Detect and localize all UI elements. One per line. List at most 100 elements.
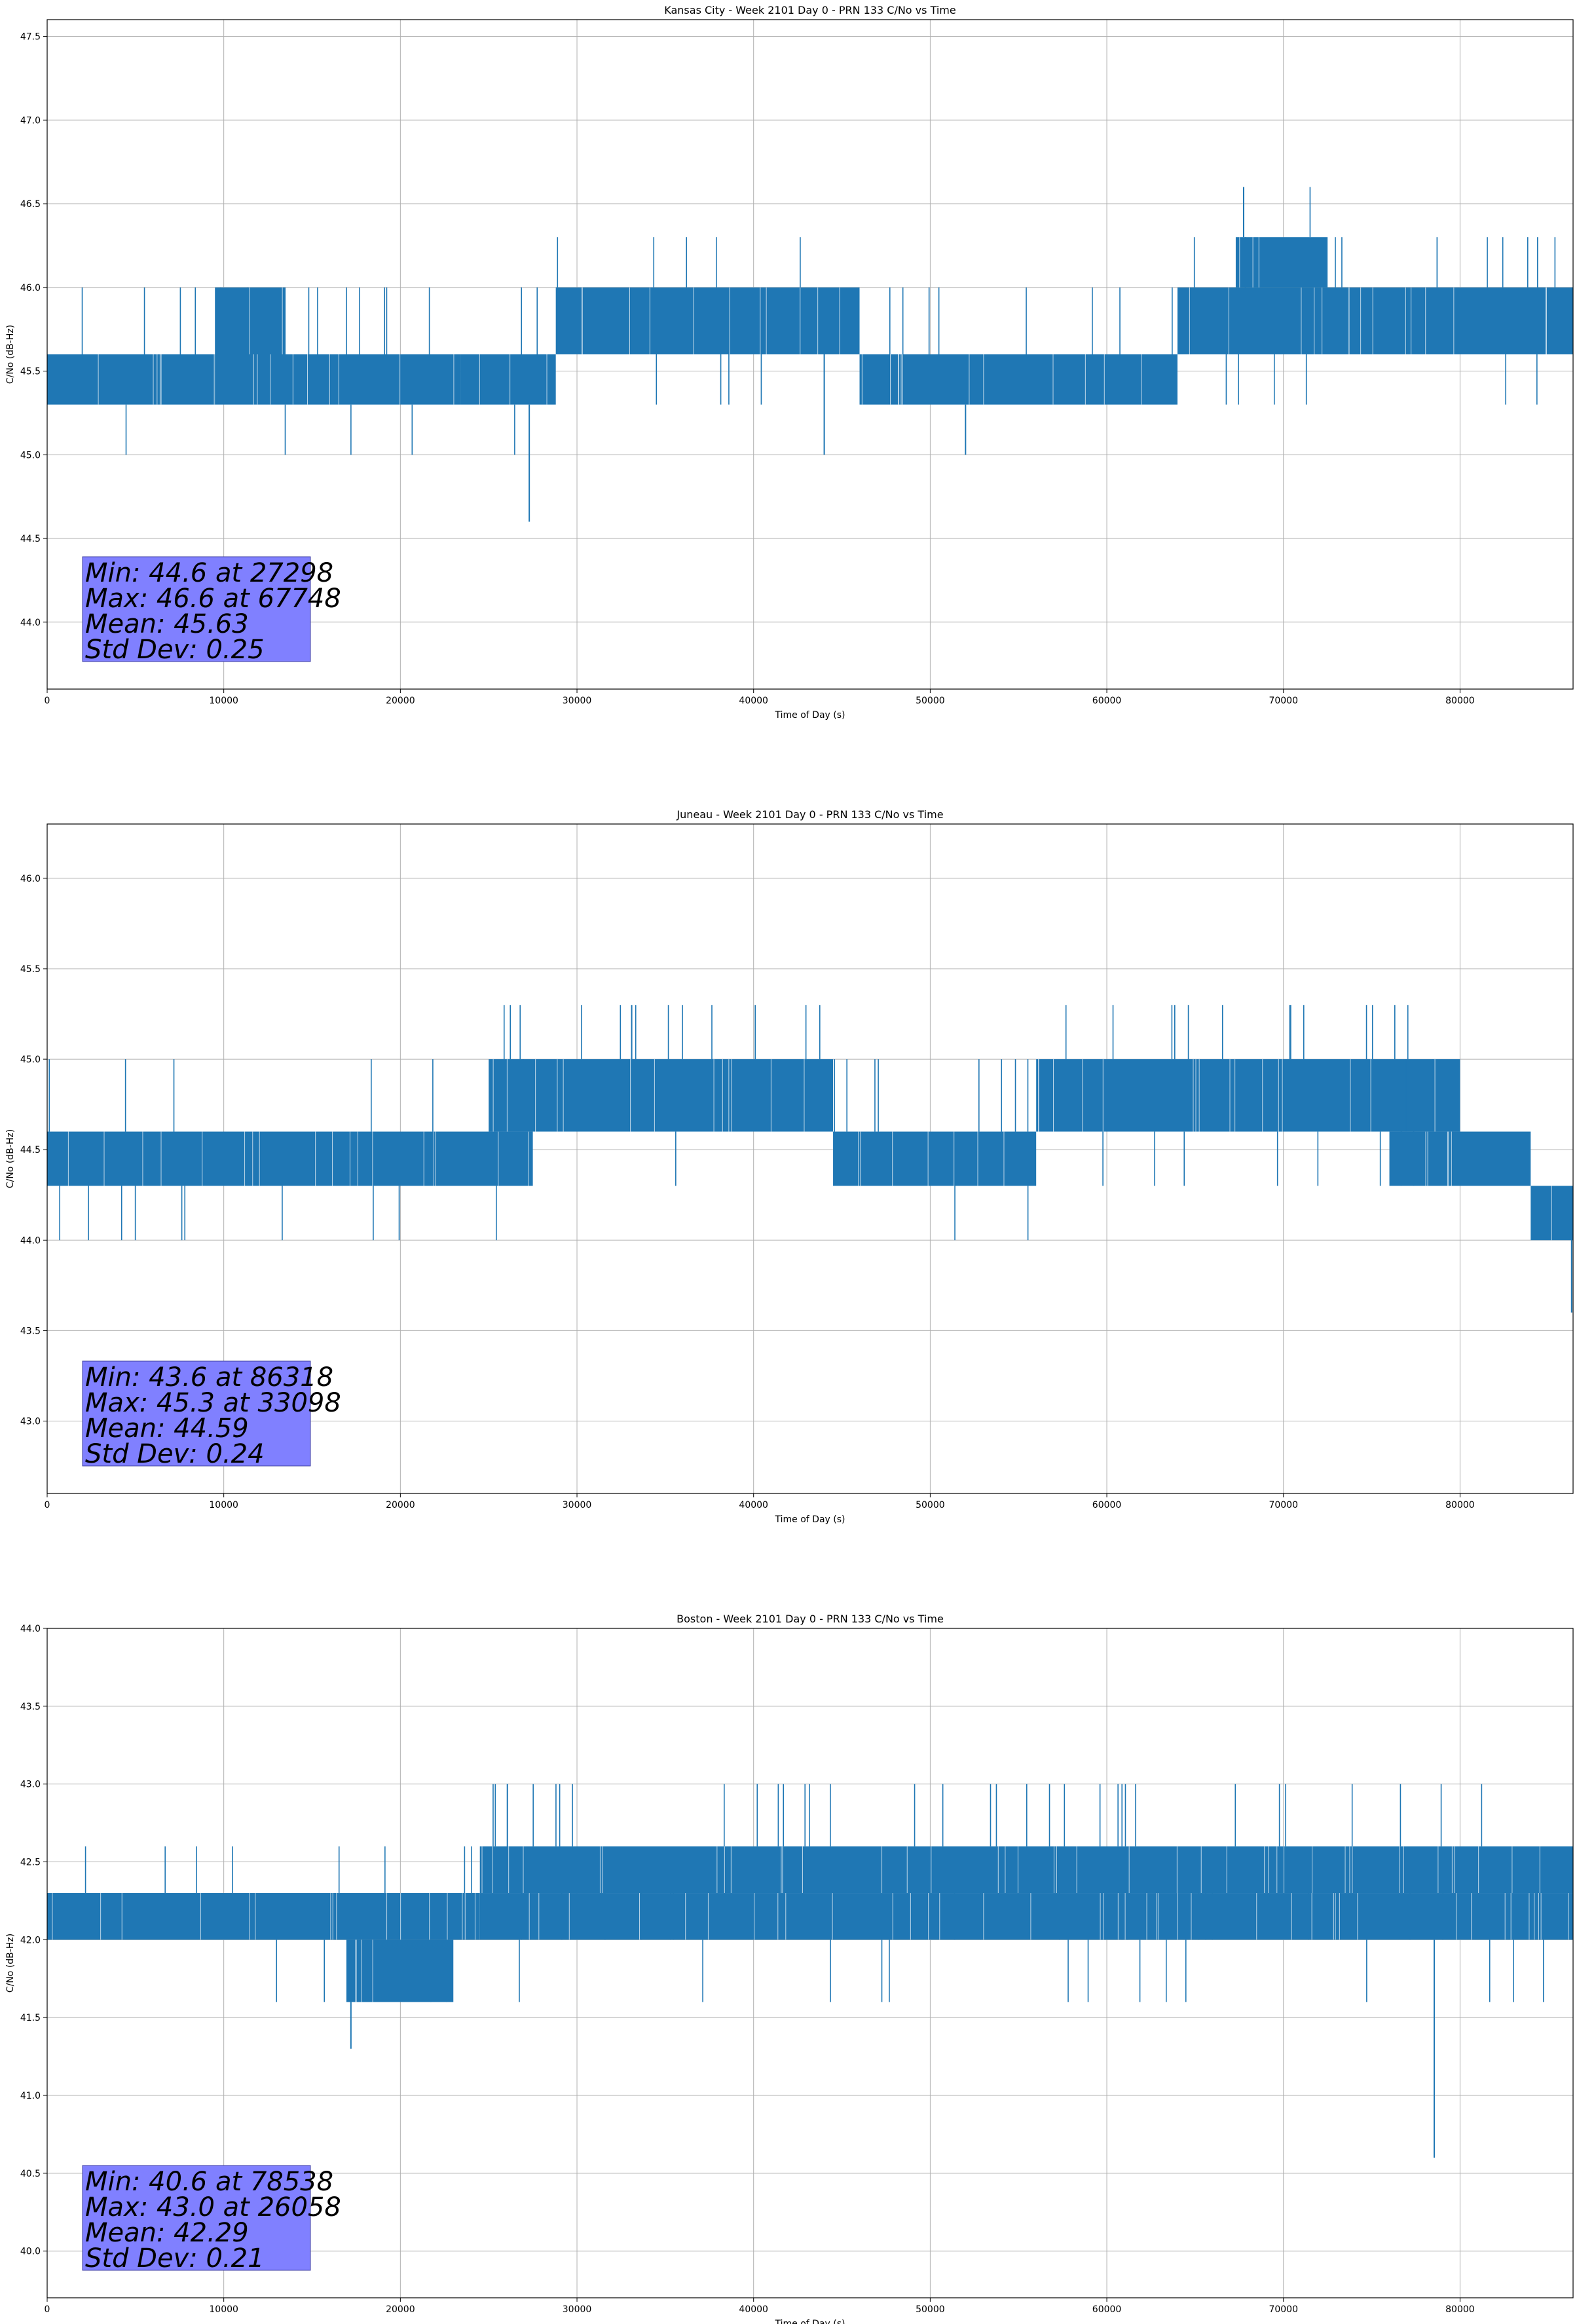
stats-line: Min: 44.6 at 27298 xyxy=(85,558,333,588)
y-tick-label: 43.5 xyxy=(20,1702,41,1712)
x-tick-label: 0 xyxy=(45,1500,50,1510)
data-band xyxy=(47,354,215,405)
data-band xyxy=(347,1940,454,2002)
chart-panel-2: Boston - Week 2101 Day 0 - PRN 133 C/No … xyxy=(5,1613,1574,2324)
x-tick-label: 50000 xyxy=(916,696,945,706)
chart-title: Kansas City - Week 2101 Day 0 - PRN 133 … xyxy=(664,4,955,16)
y-tick-label: 41.0 xyxy=(20,2091,41,2101)
x-tick-label: 10000 xyxy=(209,696,238,706)
y-tick-label: 43.0 xyxy=(20,1780,41,1790)
chart-title: Boston - Week 2101 Day 0 - PRN 133 C/No … xyxy=(677,1613,944,1625)
y-axis-label: C/No (dB-Hz) xyxy=(5,1934,16,1993)
x-tick-label: 30000 xyxy=(563,1500,592,1510)
y-tick-label: 47.0 xyxy=(20,115,41,126)
y-tick-label: 44.0 xyxy=(20,1624,41,1634)
x-axis-label: Time of Day (s) xyxy=(775,2319,845,2324)
stats-line: Max: 43.0 at 26058 xyxy=(85,2192,341,2222)
data-series xyxy=(47,1784,1573,2158)
chart-panel-1: Juneau - Week 2101 Day 0 - PRN 133 C/No … xyxy=(5,808,1574,1525)
data-band xyxy=(215,287,286,354)
x-tick-label: 80000 xyxy=(1445,1500,1475,1510)
stats-line: Min: 43.6 at 86318 xyxy=(85,1362,333,1393)
stats-line: Std Dev: 0.24 xyxy=(85,1439,265,1469)
stats-line: Std Dev: 0.21 xyxy=(85,2243,265,2274)
y-tick-label: 45.0 xyxy=(20,1055,41,1065)
x-tick-label: 0 xyxy=(45,696,50,706)
data-band xyxy=(859,354,1178,405)
data-band xyxy=(47,1893,480,1940)
x-tick-label: 50000 xyxy=(916,2304,945,2315)
x-tick-label: 20000 xyxy=(386,1500,415,1510)
data-band xyxy=(215,354,461,405)
stats-box xyxy=(82,1360,311,1467)
y-tick-label: 42.0 xyxy=(20,1935,41,1945)
x-tick-label: 40000 xyxy=(739,2304,768,2315)
y-tick-label: 43.5 xyxy=(20,1326,41,1336)
y-tick-label: 42.5 xyxy=(20,1858,41,1868)
stats-line: Min: 40.6 at 78538 xyxy=(85,2167,333,2197)
x-tick-label: 10000 xyxy=(209,2304,238,2315)
data-series xyxy=(47,1005,1573,1313)
y-tick-label: 46.0 xyxy=(20,283,41,293)
x-tick-label: 10000 xyxy=(209,1500,238,1510)
x-tick-label: 80000 xyxy=(1445,696,1475,706)
x-axis-label: Time of Day (s) xyxy=(775,1514,845,1525)
y-tick-label: 44.0 xyxy=(20,618,41,628)
stats-line: Mean: 45.63 xyxy=(85,609,249,639)
x-tick-label: 40000 xyxy=(739,696,768,706)
data-band xyxy=(1036,1059,1460,1132)
chart-panel-0: Kansas City - Week 2101 Day 0 - PRN 133 … xyxy=(5,4,1574,721)
x-tick-label: 80000 xyxy=(1445,2304,1475,2315)
y-tick-label: 43.0 xyxy=(20,1417,41,1427)
stats-line: Mean: 44.59 xyxy=(85,1414,249,1444)
stats-line: Max: 45.3 at 33098 xyxy=(85,1388,341,1418)
y-axis-label: C/No (dB-Hz) xyxy=(5,325,16,384)
y-tick-label: 40.0 xyxy=(20,2247,41,2257)
x-tick-label: 60000 xyxy=(1092,1500,1122,1510)
stats-line: Max: 46.6 at 67748 xyxy=(85,584,341,614)
data-band xyxy=(489,1059,834,1132)
x-tick-label: 30000 xyxy=(563,696,592,706)
axes-frame xyxy=(46,1628,1574,2298)
x-tick-label: 60000 xyxy=(1092,696,1122,706)
x-tick-label: 70000 xyxy=(1269,2304,1298,2315)
x-tick-label: 0 xyxy=(45,2304,50,2315)
y-tick-label: 47.5 xyxy=(20,32,41,43)
data-band xyxy=(1177,287,1573,354)
stats-line: Std Dev: 0.25 xyxy=(85,635,265,665)
data-band xyxy=(1235,237,1328,288)
data-band xyxy=(833,1131,1037,1186)
y-tick-label: 44.5 xyxy=(20,1145,41,1155)
y-tick-label: 46.5 xyxy=(20,199,41,210)
y-axis-label: C/No (dB-Hz) xyxy=(5,1129,16,1188)
data-band xyxy=(460,354,556,405)
x-tick-label: 60000 xyxy=(1092,2304,1122,2315)
x-tick-label: 20000 xyxy=(386,696,415,706)
data-band xyxy=(1389,1131,1531,1186)
axes-frame xyxy=(46,823,1574,1494)
data-band xyxy=(479,1846,1573,1894)
data-band xyxy=(479,1893,1573,1940)
y-tick-label: 46.0 xyxy=(20,874,41,884)
axes-frame xyxy=(46,19,1574,690)
data-series xyxy=(47,187,1573,522)
data-band xyxy=(555,287,860,354)
y-tick-label: 45.0 xyxy=(20,450,41,460)
x-tick-label: 50000 xyxy=(916,1500,945,1510)
x-tick-label: 70000 xyxy=(1269,1500,1298,1510)
y-tick-label: 40.5 xyxy=(20,2169,41,2179)
x-tick-label: 30000 xyxy=(563,2304,592,2315)
x-tick-label: 20000 xyxy=(386,2304,415,2315)
y-tick-label: 45.5 xyxy=(20,964,41,975)
x-tick-label: 40000 xyxy=(739,1500,768,1510)
y-tick-label: 44.5 xyxy=(20,534,41,544)
x-tick-label: 70000 xyxy=(1269,696,1298,706)
y-tick-label: 45.5 xyxy=(20,367,41,377)
stats-line: Mean: 42.29 xyxy=(85,2218,249,2248)
x-axis-label: Time of Day (s) xyxy=(775,710,845,721)
stats-box xyxy=(82,2165,311,2271)
y-tick-label: 41.5 xyxy=(20,2013,41,2023)
stats-box xyxy=(82,556,311,662)
y-tick-label: 44.0 xyxy=(20,1235,41,1246)
